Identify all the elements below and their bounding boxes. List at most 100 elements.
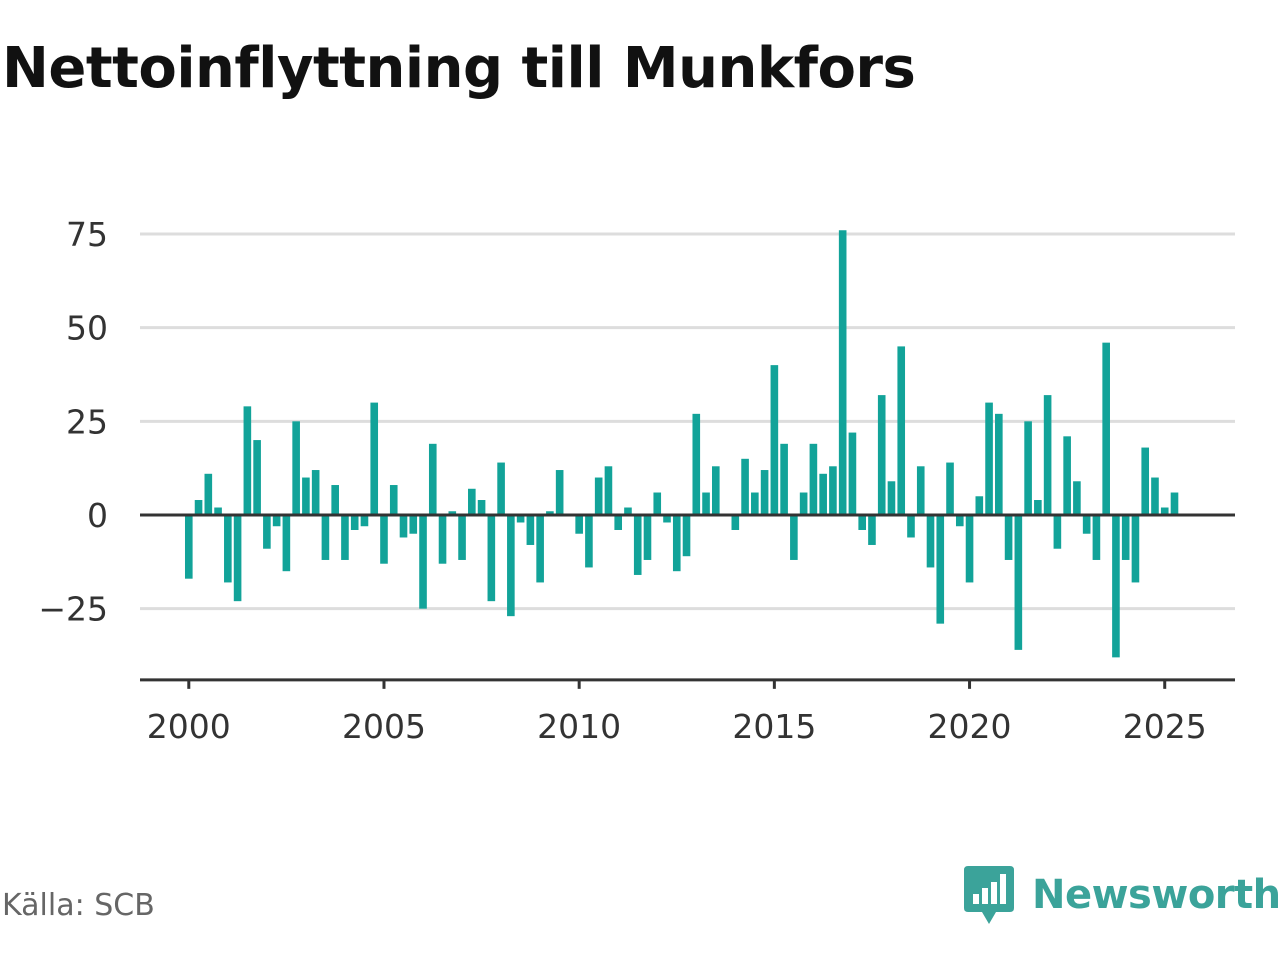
bar	[1063, 436, 1071, 515]
x-tick-label: 2005	[342, 707, 426, 746]
x-tick-label: 2025	[1123, 707, 1207, 746]
bar	[438, 515, 447, 564]
bar	[799, 492, 808, 515]
bar	[682, 515, 691, 557]
x-tick-label: 2020	[928, 707, 1012, 746]
x-tick-label: 2010	[537, 707, 621, 746]
bar	[838, 230, 847, 515]
bar	[946, 462, 954, 515]
bar	[458, 515, 466, 560]
bar	[1043, 395, 1052, 515]
y-tick-label: 50	[66, 309, 108, 348]
bar	[399, 515, 408, 538]
bar	[702, 492, 710, 515]
bar	[233, 515, 242, 602]
bar	[575, 515, 583, 534]
bar	[907, 515, 915, 538]
bar	[858, 515, 866, 530]
bar	[594, 477, 603, 515]
bar	[243, 406, 252, 515]
bar	[1151, 477, 1159, 515]
bar	[868, 515, 876, 545]
bar	[526, 515, 535, 545]
bar	[926, 515, 935, 568]
bar	[965, 515, 974, 583]
bar	[204, 473, 213, 515]
bar	[751, 492, 759, 515]
bar	[311, 470, 320, 515]
bar	[214, 507, 222, 515]
bar	[790, 515, 798, 560]
bar	[516, 515, 525, 523]
brand-name: Newsworthy	[1032, 872, 1280, 918]
y-tick-labels: 75 50 25 0 −25	[38, 215, 108, 629]
bar	[487, 515, 496, 602]
bar	[848, 432, 857, 515]
bar	[224, 515, 232, 583]
bar	[302, 477, 310, 515]
bar	[1170, 492, 1179, 515]
bar	[887, 481, 896, 515]
bar	[370, 402, 379, 515]
bar	[194, 500, 203, 515]
bar	[897, 346, 906, 515]
bar	[604, 466, 613, 515]
bar	[555, 470, 564, 515]
newsworthy-logo-icon	[964, 866, 1014, 924]
bar	[633, 515, 642, 575]
bar	[624, 507, 632, 515]
bar	[1092, 515, 1101, 560]
bar	[1082, 515, 1091, 534]
bar	[468, 488, 476, 515]
bar	[1102, 342, 1110, 515]
bar	[331, 485, 339, 515]
bar	[819, 473, 827, 515]
bar	[955, 515, 964, 527]
bar	[263, 515, 271, 549]
bar	[829, 466, 837, 515]
bar	[507, 515, 515, 617]
bar	[877, 395, 886, 515]
bar	[936, 515, 945, 624]
bar	[809, 443, 818, 515]
y-tick-label: −25	[38, 590, 108, 629]
bar	[477, 500, 486, 515]
bar	[985, 402, 993, 515]
bar	[341, 515, 349, 560]
bar	[253, 440, 261, 515]
bar	[663, 515, 671, 523]
bar	[643, 515, 652, 560]
x-tick-label: 2000	[147, 707, 231, 746]
bar	[389, 485, 398, 515]
bar	[975, 496, 984, 515]
bar	[741, 458, 749, 515]
bar	[1024, 421, 1032, 515]
x-tick-labels: 2000 2005 2010 2015 2020 2025	[147, 707, 1207, 746]
bar	[1112, 515, 1120, 658]
bar	[350, 515, 359, 530]
bars	[184, 230, 1179, 658]
bar	[184, 515, 193, 579]
bar	[1141, 447, 1150, 515]
chart-title: Nettoinflyttning till Munkfors	[2, 36, 916, 101]
bar	[448, 511, 457, 515]
bar	[614, 515, 623, 530]
bar	[1121, 515, 1130, 560]
bar	[321, 515, 330, 560]
brand-logo: Newsworthy	[964, 866, 1280, 924]
bar	[272, 515, 281, 527]
gridlines	[140, 232, 1235, 611]
bar	[770, 365, 779, 515]
bar	[292, 421, 300, 515]
bar-chart: 75 50 25 0 −25 2000 2005 2010 2015 2020 2025	[38, 215, 1235, 746]
x-tick-label: 2015	[732, 707, 816, 746]
bar	[653, 492, 662, 515]
bar	[1131, 515, 1140, 583]
bar	[916, 466, 925, 515]
bar	[536, 515, 544, 583]
axes	[140, 513, 1235, 689]
bar	[1034, 500, 1042, 515]
bar	[419, 515, 427, 609]
bar	[1053, 515, 1062, 549]
source-note: Källa: SCB	[2, 888, 155, 923]
